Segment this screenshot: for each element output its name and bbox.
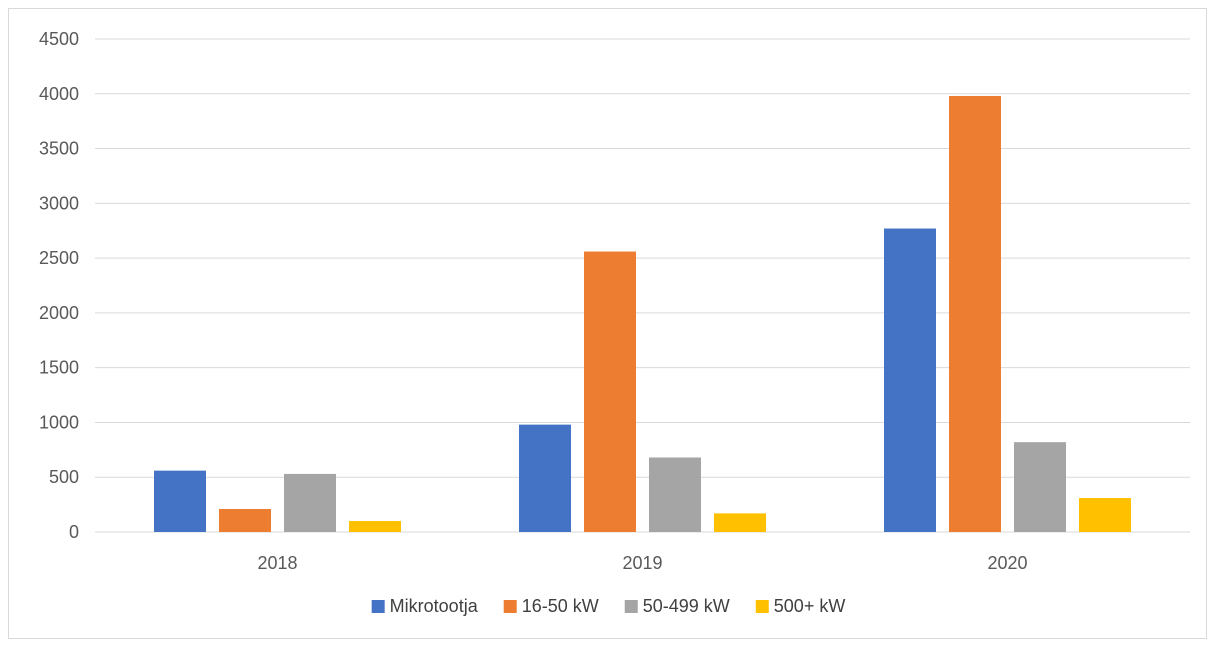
x-tick-label-2020: 2020 [987,553,1027,573]
bars [154,95,1131,533]
x-tick-label-2019: 2019 [622,553,662,573]
legend-swatch-16-50-kw [503,600,517,613]
y-axis-tick-labels: 0 500 1000 1500 2000 2500 3000 3500 4000 4500 [39,29,79,542]
bar-2019-50-499-kw [649,457,701,532]
bar-2020-500-kw [1079,498,1131,532]
x-tick-label-2018: 2018 [257,553,297,573]
legend-label-mikrotootja: Mikrotootja [390,596,479,616]
legend: Mikrotootja 16-50 kW 50-499 kW 500+ kW [371,596,846,616]
bar-2020-mikrotootja [884,228,936,532]
chart-container: 0 500 1000 1500 2000 2500 3000 3500 4000 4500 201… [8,8,1207,639]
bar-2020-16-50-kw [949,95,1001,533]
y-tick-label-0: 0 [69,522,79,542]
bar-2018-16-50-kw [219,508,271,532]
x-axis-tick-labels: 2018 2019 2020 [257,553,1027,573]
bar-2020-50-499-kw [1014,442,1066,532]
y-tick-label-1000: 1000 [39,412,79,432]
legend-label-500-kw: 500+ kW [774,596,846,616]
bar-2019-mikrotootja [519,424,571,532]
bar-2019-500-kw [714,513,766,532]
legend-swatch-mikrotootja [371,600,385,613]
y-tick-label-2500: 2500 [39,248,79,268]
bar-2018-mikrotootja [154,470,206,532]
y-tick-label-4000: 4000 [39,84,79,104]
bar-2019-16-50-kw [584,251,636,532]
y-tick-label-500: 500 [49,467,79,487]
bar-chart: 0 500 1000 1500 2000 2500 3000 3500 4000 4500 201… [39,29,1190,616]
y-tick-label-4500: 4500 [39,29,79,49]
y-tick-label-2000: 2000 [39,303,79,323]
bar-2018-50-499-kw [284,473,336,532]
legend-label-16-50-kw: 16-50 kW [522,596,599,616]
gridlines [95,38,1190,533]
legend-swatch-500-kw [755,600,769,613]
legend-swatch-50-499-kw [624,600,638,613]
bar-2018-500-kw [349,521,401,532]
y-tick-label-3500: 3500 [39,139,79,159]
y-tick-label-3000: 3000 [39,193,79,213]
legend-label-50-499-kw: 50-499 kW [643,596,730,616]
y-tick-label-1500: 1500 [39,358,79,378]
